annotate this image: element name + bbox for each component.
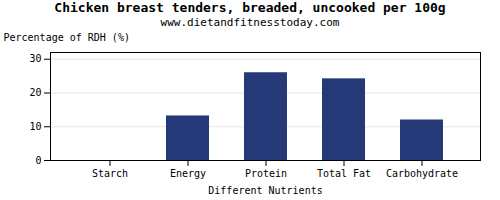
svg-text:20: 20 <box>29 87 41 98</box>
html-text:Chicken breast tenders, breade: Chicken breast tenders, breaded, uncooke… <box>54 0 446 15</box>
svg-text:Total Fat: Total Fat <box>317 168 371 179</box>
svg-text:30: 30 <box>29 53 41 64</box>
svg-text:Energy: Energy <box>170 168 206 179</box>
svg-text:Percentage of RDH (%): Percentage of RDH (%) <box>4 32 130 43</box>
svg-text:Carbohydrate: Carbohydrate <box>386 168 458 179</box>
svg-text:Starch: Starch <box>92 168 128 179</box>
svg-text:0: 0 <box>35 155 41 166</box>
html-text:www.dietandfitnesstoday.com: www.dietandfitnesstoday.com <box>160 16 340 29</box>
svg-text:Protein: Protein <box>245 168 287 179</box>
svg-text:Different Nutrients: Different Nutrients <box>208 185 322 196</box>
svg-text:10: 10 <box>29 121 41 132</box>
